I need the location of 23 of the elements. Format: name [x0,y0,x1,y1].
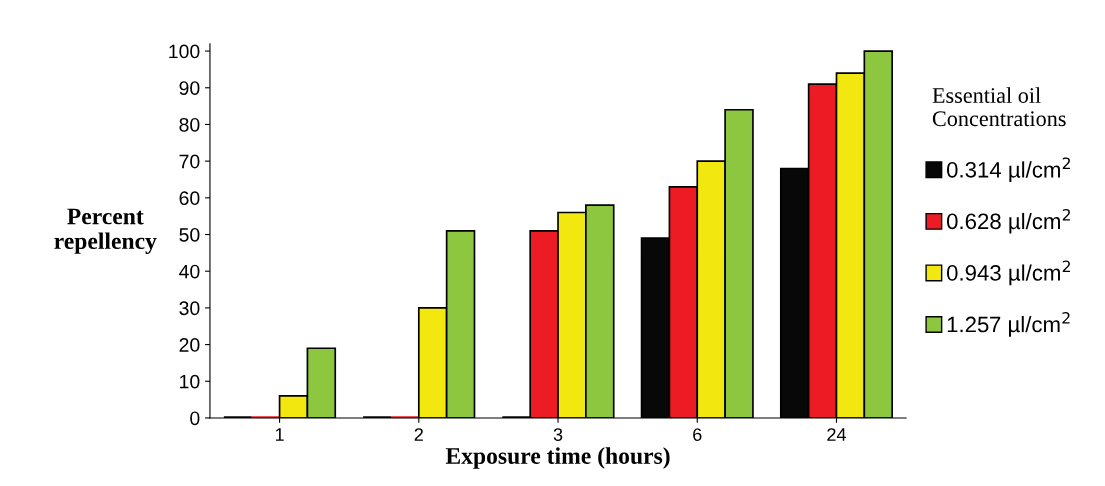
y-tick-label: 0 [190,411,200,426]
legend-title: Essential oil Concentrations [932,87,1066,127]
y-tick-label: 40 [179,264,200,279]
y-tick-label: 90 [179,81,200,95]
y-tick-label: 50 [179,227,200,242]
x-tick-label: 24 [827,428,846,441]
y-tick-label: 10 [180,374,200,389]
x-tick-label: 6 [693,428,702,441]
y-tick-label: 70 [179,154,200,169]
y-tick-label: 30 [179,301,200,316]
x-tick-label: 3 [553,428,563,441]
legend-label: 0.628 µl/cm$^{2}$ [946,208,1070,234]
y-tick-label: 80 [179,117,200,132]
x-tick-label: 2 [414,428,423,441]
legend-label: 0.943 µl/cm$^{2}$ [946,260,1070,286]
x-axis-title: Exposure time (hours) [445,447,670,469]
y-tick-label: 20 [179,338,200,352]
legend-label: 0.314 µl/cm$^{2}$ [946,157,1070,183]
y-axis-title: Percent repellency [54,208,157,254]
x-tick-label: 1 [275,428,284,441]
legend-label: 1.257 µl/cm$^{2}$ [947,312,1070,337]
y-tick-label: 100 [169,44,200,59]
y-tick-label: 60 [179,191,200,206]
